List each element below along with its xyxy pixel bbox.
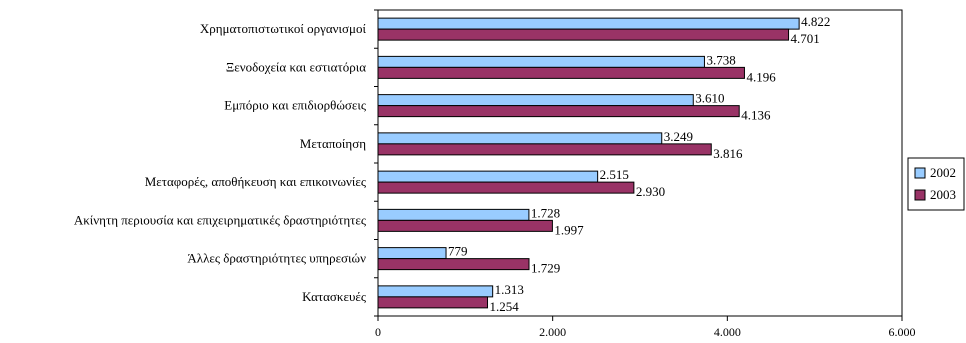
legend-label-2003: 2003 — [930, 187, 956, 202]
legend-swatch-2003 — [914, 189, 926, 201]
data-label-2002: 1.728 — [531, 205, 560, 220]
category-label: Μεταφορές, αποθήκευση και επικοινωνίες — [145, 174, 367, 189]
data-label-2002: 2.515 — [600, 167, 629, 182]
bar-2002 — [377, 285, 494, 298]
data-label-2003: 2.930 — [636, 184, 665, 199]
category-label: Χρηματοπιστωτικοί οργανισμοί — [200, 21, 367, 36]
bar-2002 — [377, 170, 599, 183]
legend-swatch-2002 — [914, 167, 926, 179]
value-labels-group: 4.822 4.701 3.738 4.196 3.610 4.136 3.249 3.816… — [448, 14, 830, 314]
data-label-2002: 1.313 — [495, 282, 524, 297]
data-label-2003: 1.729 — [531, 261, 560, 276]
category-label: Κατασκευές — [302, 289, 367, 304]
bar-2003 — [377, 181, 635, 194]
x-tick-label: 6.000 — [889, 325, 916, 339]
bar-2003 — [377, 296, 489, 309]
data-label-2003: 1.254 — [490, 299, 520, 314]
bar-2003 — [377, 219, 553, 232]
category-label: Ξενοδοχεία και εστιατόρια — [226, 59, 366, 74]
data-label-2003: 4.136 — [741, 108, 771, 123]
bar-2003 — [377, 258, 530, 271]
category-label: Εμπόριο και επιδιορθώσεις — [224, 98, 367, 113]
category-label: Μεταποίηση — [300, 136, 366, 151]
bar-2003 — [377, 28, 790, 41]
bar-2003 — [377, 66, 745, 79]
bar-2003 — [377, 143, 712, 156]
bar-2002 — [377, 94, 694, 107]
data-label-2002: 4.822 — [801, 14, 830, 29]
bar-2002 — [377, 17, 800, 30]
data-label-2002: 779 — [448, 244, 468, 259]
data-label-2003: 4.701 — [791, 31, 820, 46]
x-axis: 0 2.000 4.000 6.000 — [374, 9, 916, 339]
x-tick-label: 4.000 — [714, 325, 741, 339]
category-labels-group: Χρηματοπιστωτικοί οργανισμοί Ξενοδοχεία κ… — [74, 21, 367, 304]
legend-label-2002: 2002 — [930, 165, 956, 180]
bars-group — [377, 17, 800, 309]
data-label-2002: 3.738 — [706, 52, 735, 67]
bar-2002 — [377, 55, 705, 68]
data-label-2003: 3.816 — [713, 146, 743, 161]
bar-2002 — [377, 247, 447, 260]
bar-2002 — [377, 208, 530, 221]
bar-2003 — [377, 105, 740, 118]
data-label-2002: 3.249 — [664, 129, 693, 144]
bar-2002 — [377, 132, 663, 145]
category-label: Άλλες δραστηριότητες υπηρεσιών — [187, 251, 366, 266]
data-label-2002: 3.610 — [695, 91, 724, 106]
category-label: Ακίνητη περιουσία και επιχειρηματικές δρ… — [74, 212, 367, 227]
x-tick-label: 0 — [375, 325, 381, 339]
x-tick-label: 2.000 — [539, 325, 566, 339]
data-label-2003: 1.997 — [554, 222, 584, 237]
legend: 2002 2003 — [907, 157, 965, 211]
data-label-2003: 4.196 — [746, 69, 776, 84]
legend-box — [907, 157, 965, 211]
